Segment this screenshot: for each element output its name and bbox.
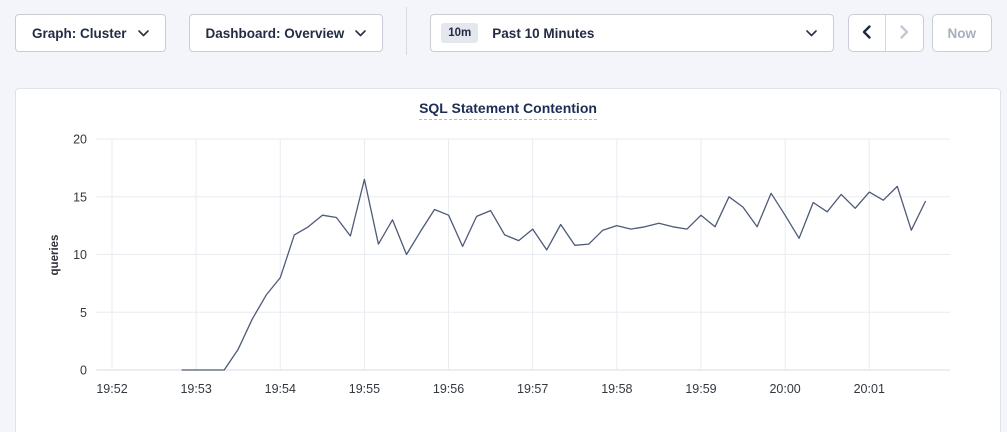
x-tick-label: 19:56 [433, 382, 464, 396]
chevron-right-icon [899, 24, 910, 43]
chart-card: SQL Statement Contention 0 5 10 15 20 19:52 19… [15, 88, 1001, 432]
sql-contention-chart[interactable]: 0 5 10 15 20 19:52 19:53 19:54 19:55 19:56 19:57 19… [16, 89, 1001, 429]
y-tick-label: 0 [80, 364, 87, 378]
y-tick-label: 20 [73, 133, 87, 147]
x-tick-label: 20:00 [769, 382, 800, 396]
toolbar: Graph: Cluster Dashboard: Overview 10m P… [0, 0, 1007, 55]
x-tick-label: 20:01 [854, 382, 885, 396]
y-tick-label: 15 [73, 190, 87, 204]
dashboard-dropdown-label: Dashboard: Overview [205, 25, 345, 41]
y-tick-label: 5 [80, 306, 87, 320]
chevron-down-icon [355, 29, 367, 37]
chevron-left-icon [861, 24, 872, 43]
toolbar-divider [406, 6, 408, 55]
chevron-down-icon [805, 24, 817, 42]
x-tick-label: 19:52 [96, 382, 127, 396]
queries-series-line [181, 178, 927, 371]
chevron-down-icon [137, 29, 149, 37]
now-button[interactable]: Now [931, 14, 992, 52]
y-tick-label: 10 [73, 248, 87, 262]
chart-title-row: SQL Statement Contention [16, 100, 1000, 120]
time-step-buttons [847, 14, 924, 52]
x-tick-label: 19:54 [265, 382, 296, 396]
y-axis-label: queries [49, 235, 61, 276]
previous-time-button[interactable] [849, 15, 886, 51]
dashboard-dropdown[interactable]: Dashboard: Overview [188, 14, 384, 52]
time-range-selector[interactable]: 10m Past 10 Minutes [430, 14, 834, 52]
x-tick-label: 19:57 [517, 382, 548, 396]
time-range-label: Past 10 Minutes [492, 25, 595, 41]
graph-dropdown-label: Graph: Cluster [32, 25, 127, 41]
chart-title[interactable]: SQL Statement Contention [419, 100, 597, 120]
next-time-button[interactable] [886, 15, 923, 51]
x-tick-label: 19:53 [180, 382, 211, 396]
x-tick-label: 19:55 [349, 382, 380, 396]
x-tick-label: 19:58 [601, 382, 632, 396]
time-range-badge: 10m [441, 23, 479, 43]
x-tick-label: 19:59 [685, 382, 716, 396]
graph-dropdown[interactable]: Graph: Cluster [15, 14, 166, 52]
